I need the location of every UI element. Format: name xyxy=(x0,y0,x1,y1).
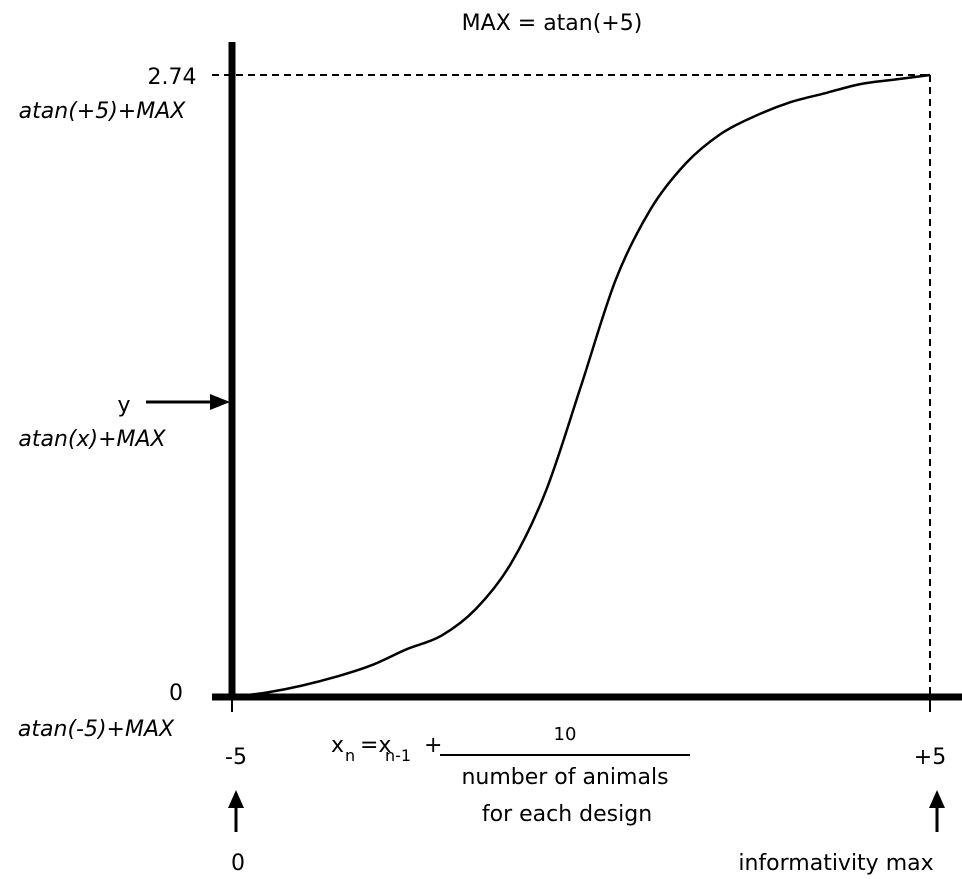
formula-numerator: 10 xyxy=(554,724,577,745)
y-tick-label-top: 2.74 xyxy=(148,65,197,90)
x-left-annotation: 0 xyxy=(231,851,245,876)
y-formula-middle: atan(x)+MAX xyxy=(18,427,166,452)
x-tick-label-right: +5 xyxy=(914,745,946,770)
x-tick-label-left: -5 xyxy=(225,745,247,770)
x-right-arrow-head xyxy=(929,790,945,808)
formula-sub-n-1: n-1 xyxy=(385,746,411,765)
chart-title: MAX = atan(+5) xyxy=(462,11,643,36)
formula-sub-n: n xyxy=(345,746,355,765)
x-left-arrow-head xyxy=(228,790,244,808)
x-right-annotation: informativity max xyxy=(738,851,933,876)
y-arrow-head xyxy=(210,394,230,410)
y-tick-label-bottom: 0 xyxy=(169,681,183,706)
series-line xyxy=(231,73,931,699)
formula-denominator-line2: for each design xyxy=(482,802,652,827)
x-update-formula: x n =x n-1 + 10 number of animals for ea… xyxy=(331,724,690,827)
y-tick-label-middle: y xyxy=(117,393,130,418)
y-formula-top: atan(+5)+MAX xyxy=(19,99,187,124)
formula-denominator-line1: number of animals xyxy=(461,765,668,790)
y-formula-bottom: atan(-5)+MAX xyxy=(18,717,175,742)
formula-eq-x: =x xyxy=(360,733,391,758)
formula-plus: + xyxy=(424,733,442,758)
formula-x: x xyxy=(331,733,344,758)
